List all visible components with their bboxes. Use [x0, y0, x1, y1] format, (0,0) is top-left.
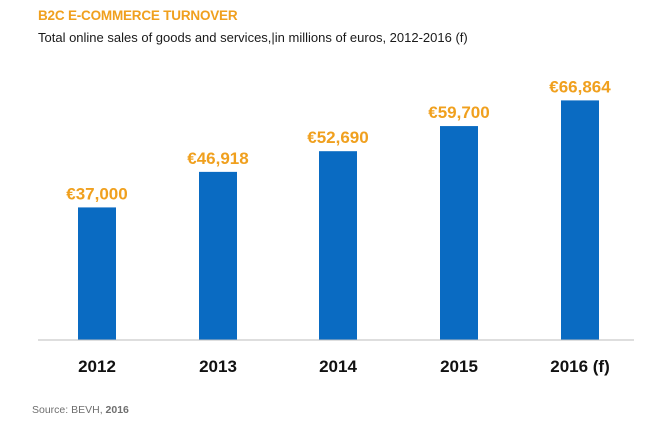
category-label: 2016 (f): [550, 357, 610, 376]
bar-2014: [319, 151, 357, 340]
value-label: €37,000: [66, 184, 127, 203]
chart-title: B2C E-COMMERCE TURNOVER: [38, 8, 238, 23]
bar-2015: [440, 126, 478, 340]
bars-layer: [78, 100, 599, 341]
bar-2012: [78, 207, 116, 340]
source-text: Source: BEVH,: [32, 404, 106, 416]
category-label: 2013: [199, 357, 237, 376]
bar-2013: [199, 171, 237, 340]
category-label: 2012: [78, 357, 116, 376]
category-label: 2015: [440, 357, 478, 376]
value-label: €59,700: [428, 103, 489, 122]
category-label: 2014: [319, 357, 357, 376]
bar-2016-f: [561, 100, 599, 341]
value-label: €46,918: [187, 149, 248, 168]
source-year: 2016: [105, 404, 129, 416]
value-label: €52,690: [307, 128, 368, 147]
labels-layer: €37,000 2012 €46,918 2013 €52,690 2014 €59,700…: [66, 77, 611, 376]
value-label: €66,864: [549, 77, 611, 96]
chart-subtitle: Total online sales of goods and services…: [38, 30, 468, 45]
source-note: Source: BEVH, 2016: [32, 404, 129, 416]
